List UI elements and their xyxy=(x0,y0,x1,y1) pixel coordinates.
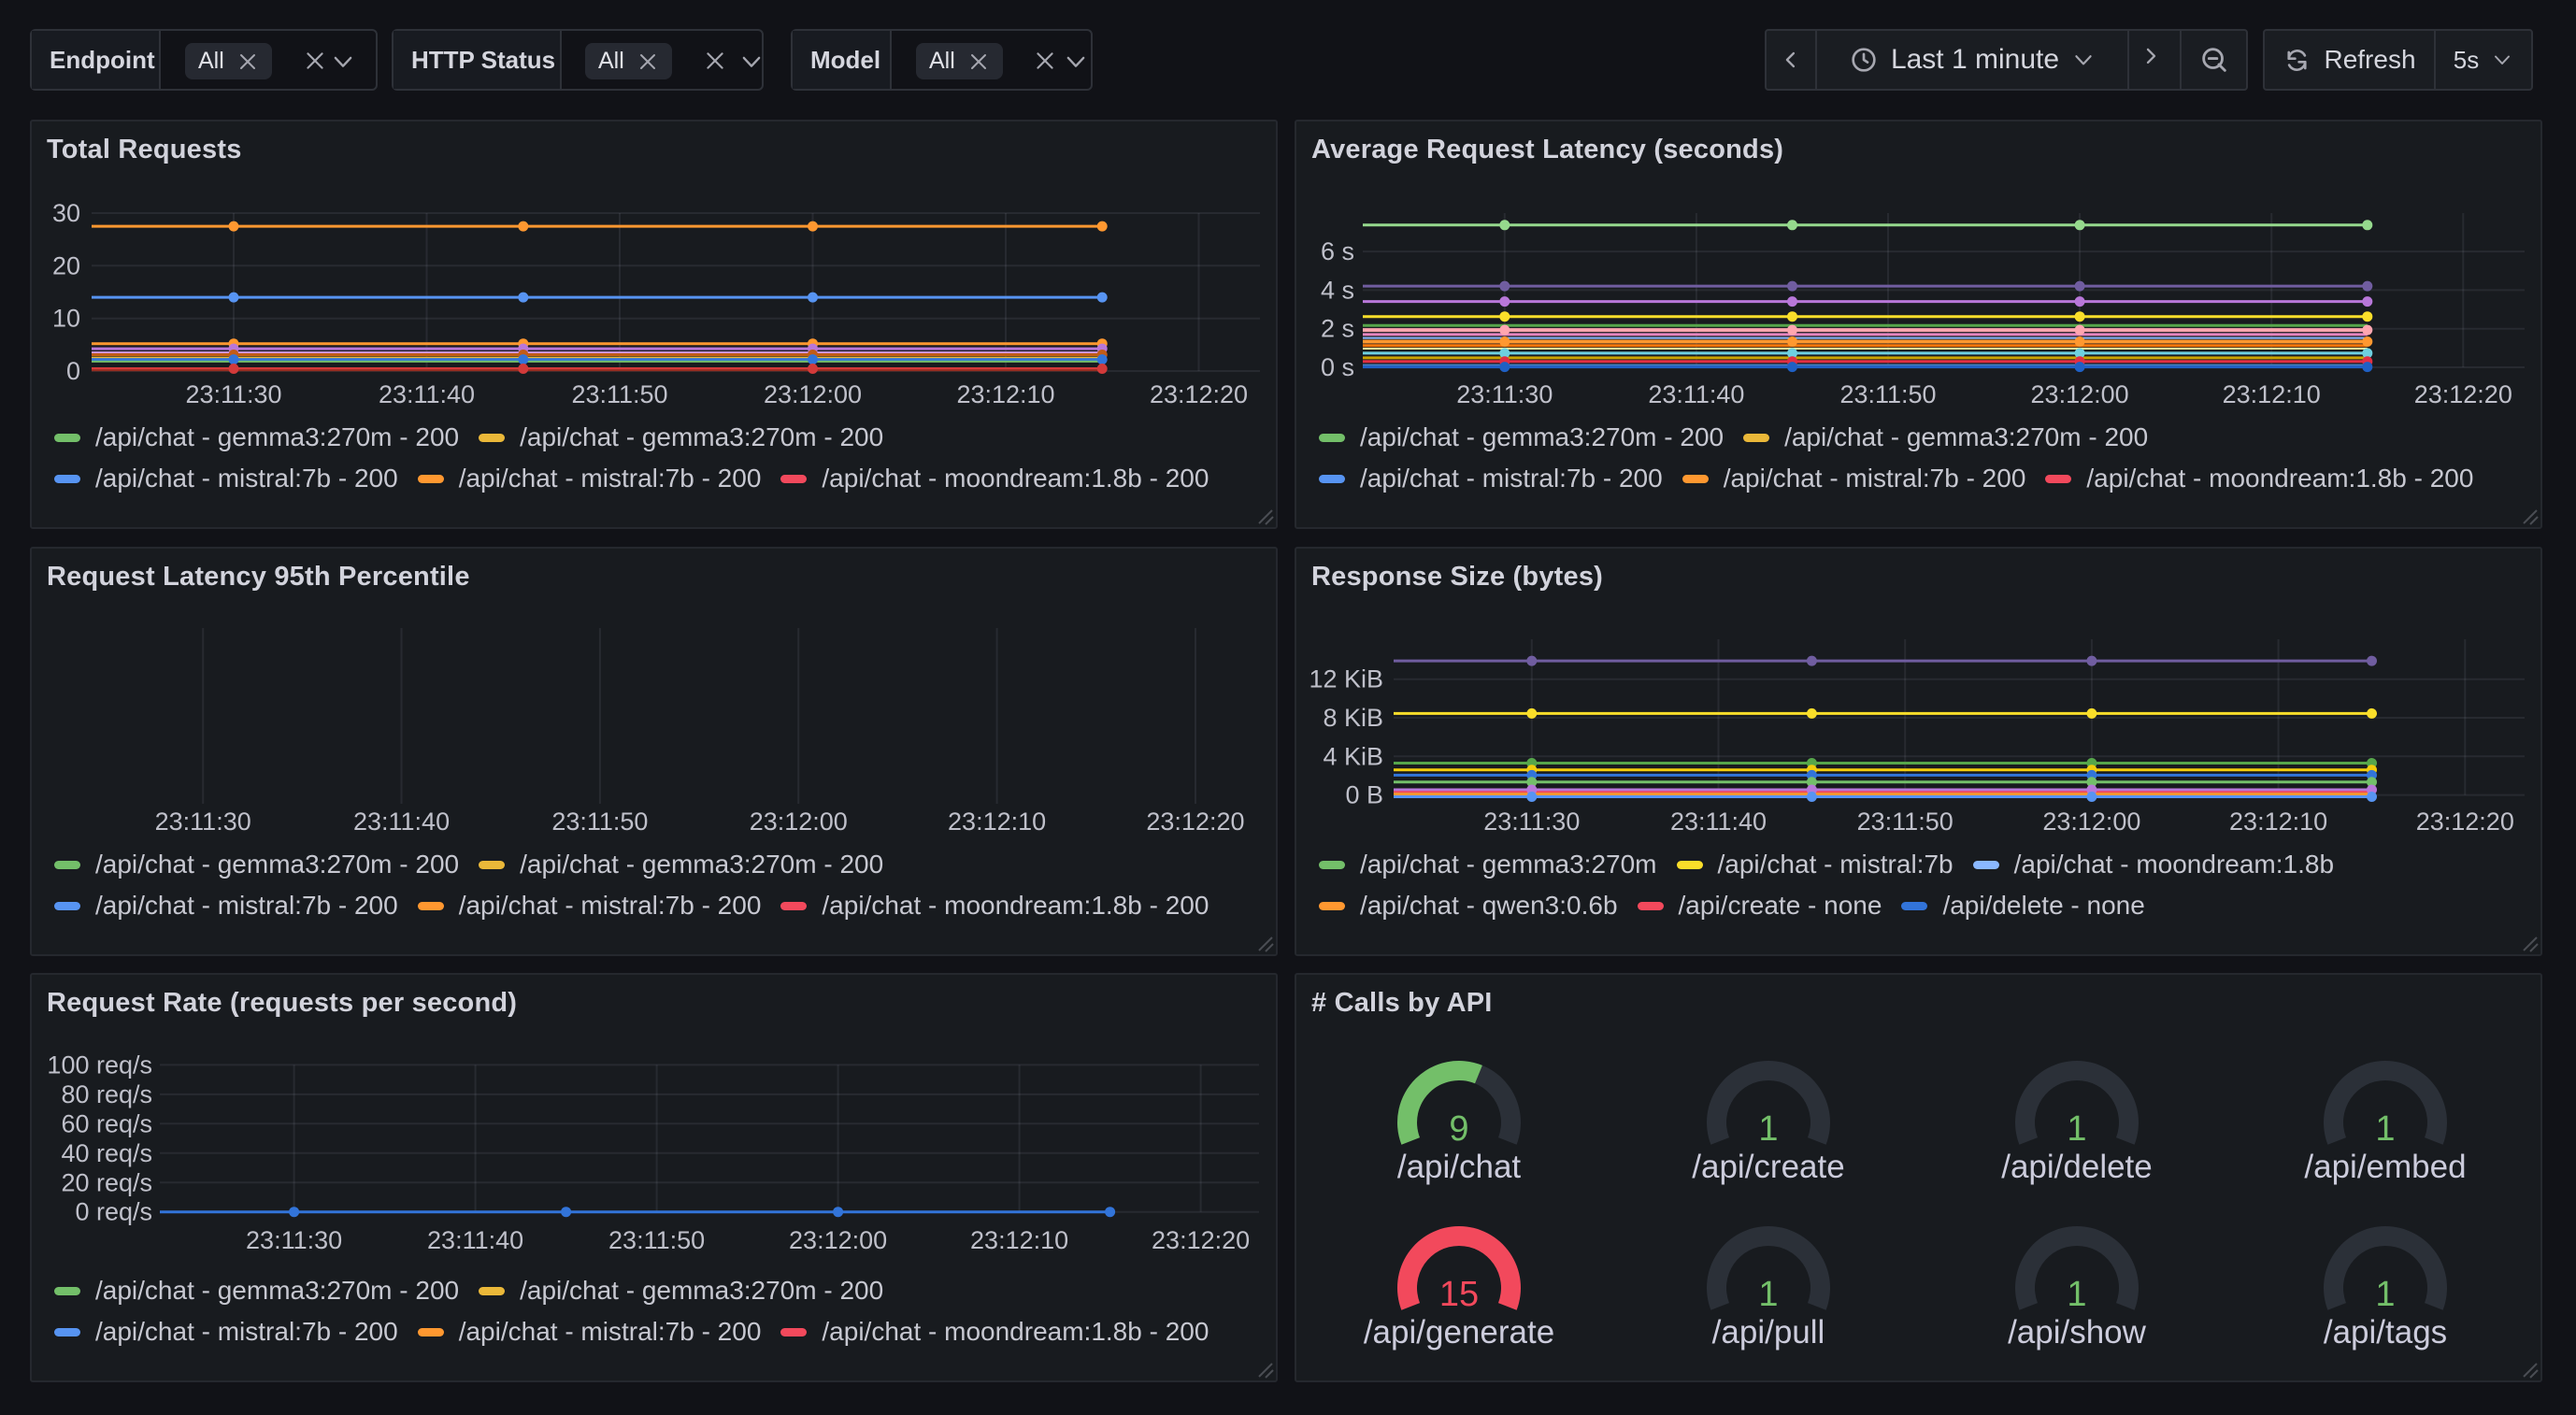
svg-text:0 req/s: 0 req/s xyxy=(75,1198,152,1226)
svg-text:23:11:40: 23:11:40 xyxy=(379,380,475,408)
svg-text:30: 30 xyxy=(52,199,80,227)
svg-text:23:12:20: 23:12:20 xyxy=(1146,808,1244,836)
svg-text:23:12:00: 23:12:00 xyxy=(750,808,848,836)
svg-text:0 s: 0 s xyxy=(1321,353,1354,381)
svg-text:/api/chat: /api/chat xyxy=(1397,1149,1522,1185)
svg-text:23:12:20: 23:12:20 xyxy=(1150,380,1248,408)
svg-text:23:12:10: 23:12:10 xyxy=(2229,808,2327,836)
svg-text:23:12:10: 23:12:10 xyxy=(956,380,1054,408)
svg-text:/api/tags: /api/tags xyxy=(2324,1314,2447,1351)
svg-text:1: 1 xyxy=(2375,1275,2395,1314)
svg-text:23:11:50: 23:11:50 xyxy=(1857,808,1953,836)
svg-text:23:11:30: 23:11:30 xyxy=(246,1226,342,1254)
svg-text:23:11:40: 23:11:40 xyxy=(353,808,450,836)
svg-text:0: 0 xyxy=(66,357,80,385)
svg-text:23:11:50: 23:11:50 xyxy=(608,1226,705,1254)
svg-text:23:12:10: 23:12:10 xyxy=(948,808,1046,836)
svg-text:40 req/s: 40 req/s xyxy=(61,1139,152,1167)
svg-text:1: 1 xyxy=(1758,1275,1778,1314)
svg-text:80 req/s: 80 req/s xyxy=(61,1080,152,1108)
svg-text:9: 9 xyxy=(1449,1109,1468,1149)
svg-text:10: 10 xyxy=(52,305,80,333)
svg-text:23:11:30: 23:11:30 xyxy=(1483,808,1580,836)
svg-text:23:11:50: 23:11:50 xyxy=(551,808,648,836)
svg-text:23:11:50: 23:11:50 xyxy=(571,380,667,408)
svg-text:/api/show: /api/show xyxy=(2008,1314,2147,1351)
svg-text:6 s: 6 s xyxy=(1321,237,1354,265)
svg-text:60 req/s: 60 req/s xyxy=(61,1109,152,1137)
svg-text:23:11:40: 23:11:40 xyxy=(427,1226,523,1254)
svg-text:1: 1 xyxy=(2067,1275,2086,1314)
svg-text:23:12:00: 23:12:00 xyxy=(789,1226,887,1254)
svg-text:0 B: 0 B xyxy=(1345,781,1383,809)
svg-text:/api/pull: /api/pull xyxy=(1712,1314,1825,1351)
svg-text:15: 15 xyxy=(1439,1275,1479,1314)
svg-text:23:11:30: 23:11:30 xyxy=(155,808,251,836)
svg-text:23:12:10: 23:12:10 xyxy=(970,1226,1068,1254)
svg-text:23:12:10: 23:12:10 xyxy=(2223,380,2321,408)
svg-text:/api/generate: /api/generate xyxy=(1364,1314,1554,1351)
svg-text:/api/delete: /api/delete xyxy=(2001,1149,2153,1185)
svg-text:1: 1 xyxy=(2067,1109,2086,1149)
svg-text:23:12:00: 23:12:00 xyxy=(2031,380,2129,408)
svg-text:4 s: 4 s xyxy=(1321,276,1354,304)
svg-text:1: 1 xyxy=(1758,1109,1778,1149)
svg-text:1: 1 xyxy=(2375,1109,2395,1149)
svg-text:23:11:30: 23:11:30 xyxy=(1456,380,1553,408)
svg-text:/api/create: /api/create xyxy=(1692,1149,1844,1185)
svg-text:23:12:20: 23:12:20 xyxy=(2414,380,2512,408)
svg-text:23:11:50: 23:11:50 xyxy=(1839,380,1936,408)
svg-text:20: 20 xyxy=(52,251,80,279)
svg-text:23:11:40: 23:11:40 xyxy=(1670,808,1767,836)
svg-text:8 KiB: 8 KiB xyxy=(1323,704,1383,732)
svg-text:23:12:00: 23:12:00 xyxy=(2042,808,2140,836)
svg-text:23:11:40: 23:11:40 xyxy=(1648,380,1744,408)
svg-text:20 req/s: 20 req/s xyxy=(61,1168,152,1196)
svg-text:23:12:20: 23:12:20 xyxy=(1152,1226,1250,1254)
svg-text:2 s: 2 s xyxy=(1321,315,1354,343)
svg-text:23:11:30: 23:11:30 xyxy=(185,380,281,408)
svg-text:12 KiB: 12 KiB xyxy=(1309,665,1383,693)
svg-text:23:12:20: 23:12:20 xyxy=(2416,808,2514,836)
svg-text:23:12:00: 23:12:00 xyxy=(764,380,862,408)
svg-text:/api/embed: /api/embed xyxy=(2304,1149,2466,1185)
svg-text:4 KiB: 4 KiB xyxy=(1323,742,1383,770)
svg-text:100 req/s: 100 req/s xyxy=(47,1051,152,1079)
